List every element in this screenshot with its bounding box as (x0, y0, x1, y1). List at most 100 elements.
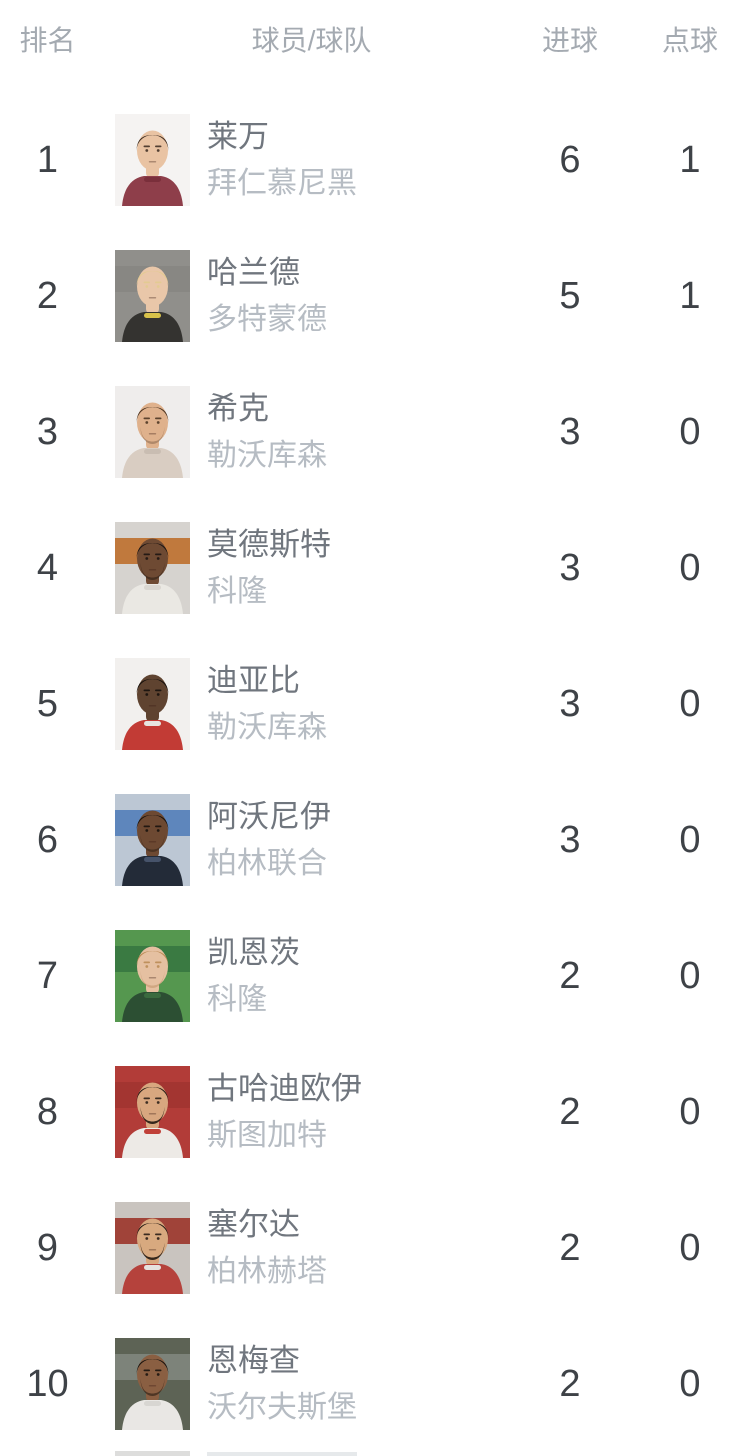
player-text: 古哈迪欧伊 斯图加特 (207, 1070, 362, 1153)
mouth (148, 977, 157, 979)
penalties-value: 0 (679, 1362, 701, 1405)
rank-value: 5 (36, 682, 59, 725)
player-name[interactable]: 莫德斯特 (207, 526, 331, 562)
header-penalties: 点球 (661, 25, 718, 56)
mouth (148, 705, 157, 707)
table-row[interactable]: 2 哈兰德 多特蒙德 (0, 228, 750, 364)
player-cell: 莱万 拜仁慕尼黑 (95, 114, 510, 206)
mouth (148, 1385, 157, 1387)
player-team: 多特蒙德 (207, 303, 327, 337)
penalties-value: 0 (679, 546, 701, 589)
rank-value: 2 (36, 274, 59, 317)
rank-value: 4 (36, 546, 59, 589)
next-row-photo-peek (115, 1451, 190, 1456)
jersey-shape (122, 176, 183, 206)
table-row[interactable]: 7 凯恩茨 科隆 (0, 908, 750, 1044)
player-cell: 古哈迪欧伊 斯图加特 (95, 1066, 510, 1158)
rank-value: 6 (36, 818, 59, 861)
player-text: 莱万 拜仁慕尼黑 (207, 118, 357, 200)
player-team: 勒沃库森 (207, 439, 327, 473)
goals-value: 2 (559, 1226, 581, 1269)
player-cell: 哈兰德 多特蒙德 (95, 250, 510, 342)
head (137, 1218, 168, 1259)
penalties-value: 0 (679, 818, 701, 861)
collar-accent (144, 449, 161, 454)
penalties-value: 0 (679, 682, 701, 725)
player-photo (115, 522, 190, 614)
goals-value: 5 (559, 274, 581, 317)
face-features (143, 825, 162, 832)
player-cell: 凯恩茨 科隆 (95, 930, 510, 1022)
table-row[interactable]: 4 莫德斯特 科隆 (0, 500, 750, 636)
player-cell: 莫德斯特 科隆 (95, 522, 510, 614)
face-features (143, 689, 162, 696)
player-team: 斯图加特 (207, 1119, 327, 1153)
penalties-value: 0 (679, 410, 701, 453)
player-name[interactable]: 塞尔达 (207, 1206, 300, 1242)
penalties-value: 0 (679, 1226, 701, 1269)
header-goals: 进球 (541, 25, 598, 56)
rank-value: 1 (36, 138, 59, 181)
scorer-list: 1 莱万 拜仁慕尼黑 (0, 92, 750, 1452)
collar-accent (144, 177, 161, 182)
player-team: 勒沃库森 (207, 711, 327, 745)
face-features (143, 961, 162, 968)
collar-accent (144, 1265, 161, 1270)
head (137, 130, 168, 171)
head (137, 674, 168, 715)
mouth (148, 297, 157, 299)
jersey-shape (122, 584, 183, 614)
face-features (143, 1097, 162, 1104)
player-name[interactable]: 哈兰德 (207, 254, 300, 290)
player-cell: 塞尔达 柏林赫塔 (95, 1202, 510, 1294)
table-row[interactable]: 5 迪亚比 勒沃库森 (0, 636, 750, 772)
jersey-shape (122, 992, 183, 1022)
player-text: 希克 勒沃库森 (207, 390, 327, 473)
jersey-shape (122, 1128, 183, 1158)
table-row[interactable]: 10 恩梅查 沃尔夫斯堡 (0, 1316, 750, 1452)
player-text: 迪亚比 勒沃库森 (207, 662, 327, 745)
player-text: 阿沃尼伊 柏林联合 (207, 798, 331, 881)
jersey-shape (122, 448, 183, 478)
goals-value: 2 (559, 1362, 581, 1405)
jersey-shape (122, 720, 183, 750)
collar-accent (144, 721, 161, 726)
jersey-shape (122, 1400, 183, 1430)
table-row[interactable]: 6 阿沃尼伊 柏林联合 (0, 772, 750, 908)
head (137, 1354, 168, 1395)
player-photo (115, 386, 190, 478)
player-team: 柏林联合 (207, 847, 327, 881)
jersey-shape (122, 856, 183, 886)
player-name[interactable]: 希克 (207, 390, 269, 426)
table-row[interactable]: 1 莱万 拜仁慕尼黑 (0, 92, 750, 228)
goals-value: 6 (559, 138, 581, 181)
next-row-text-peek (207, 1452, 357, 1456)
player-name[interactable]: 凯恩茨 (207, 934, 300, 970)
player-photo (115, 930, 190, 1022)
header-rank: 排名 (19, 25, 76, 56)
jersey-shape (122, 312, 183, 342)
goals-value: 3 (559, 682, 581, 725)
table-row[interactable]: 8 古哈迪欧伊 斯图加特 (0, 1044, 750, 1180)
header-player: 球员/球队 (251, 25, 372, 56)
player-team: 科隆 (207, 983, 267, 1017)
player-name[interactable]: 莱万 (207, 118, 269, 154)
face-features (143, 553, 162, 560)
player-cell: 恩梅查 沃尔夫斯堡 (95, 1338, 510, 1430)
table-row[interactable]: 9 塞尔达 柏林赫塔 (0, 1180, 750, 1316)
player-name[interactable]: 恩梅查 (207, 1342, 300, 1378)
player-text: 哈兰德 多特蒙德 (207, 254, 327, 337)
collar-accent (144, 857, 161, 862)
goals-value: 3 (559, 818, 581, 861)
player-text: 莫德斯特 科隆 (207, 526, 331, 608)
player-text: 恩梅查 沃尔夫斯堡 (207, 1342, 357, 1425)
mouth (148, 161, 157, 163)
player-team: 沃尔夫斯堡 (207, 1391, 357, 1425)
player-text: 塞尔达 柏林赫塔 (207, 1206, 327, 1288)
player-name[interactable]: 古哈迪欧伊 (207, 1070, 362, 1106)
player-photo (115, 1338, 190, 1430)
mouth (148, 569, 157, 571)
player-name[interactable]: 迪亚比 (207, 662, 300, 698)
player-name[interactable]: 阿沃尼伊 (207, 798, 331, 834)
table-row[interactable]: 3 希克 勒沃库森 (0, 364, 750, 500)
